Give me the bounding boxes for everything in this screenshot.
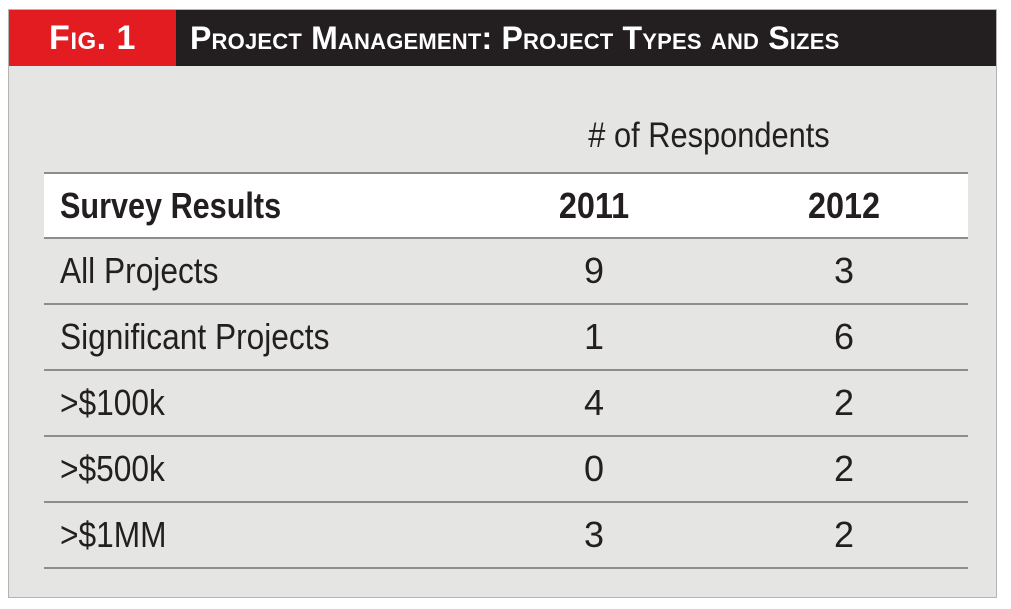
cell-2011: 9: [583, 250, 605, 291]
column-header-2012: 2012: [807, 184, 881, 226]
row-label: Significant Projects: [60, 316, 330, 357]
table-row: >$100k 4 2: [44, 371, 968, 437]
cell-2012: 2: [833, 382, 855, 423]
row-label: >$1MM: [60, 514, 167, 555]
cell-2011: 4: [583, 382, 605, 423]
figure-number-label: Fig. 1: [9, 10, 176, 66]
column-header-survey-results: Survey Results: [60, 184, 282, 226]
figure-title: Project Management: Project Types and Si…: [176, 10, 996, 66]
survey-table: Survey Results 2011 2012 All Projects 9 …: [44, 172, 968, 569]
table-row: All Projects 9 3: [44, 239, 968, 305]
cell-2011: 3: [583, 514, 605, 555]
column-header-2011: 2011: [558, 184, 630, 226]
table-row: Significant Projects 1 6: [44, 305, 968, 371]
cell-2012: 2: [833, 514, 855, 555]
cell-2011: 1: [583, 316, 605, 357]
table-row: >$500k 0 2: [44, 437, 968, 503]
cell-2011: 0: [583, 448, 605, 489]
respondents-group-header: # of Respondents: [588, 116, 830, 155]
row-label: >$500k: [60, 448, 165, 489]
table-header-row: Survey Results 2011 2012: [44, 172, 968, 239]
cell-2012: 6: [833, 316, 855, 357]
figure-header: Fig. 1 Project Management: Project Types…: [9, 10, 996, 66]
table-row: >$1MM 3 2: [44, 503, 968, 569]
figure-panel: Fig. 1 Project Management: Project Types…: [8, 9, 997, 598]
cell-2012: 3: [833, 250, 855, 291]
cell-2012: 2: [833, 448, 855, 489]
row-label: >$100k: [60, 382, 165, 423]
row-label: All Projects: [60, 250, 219, 291]
